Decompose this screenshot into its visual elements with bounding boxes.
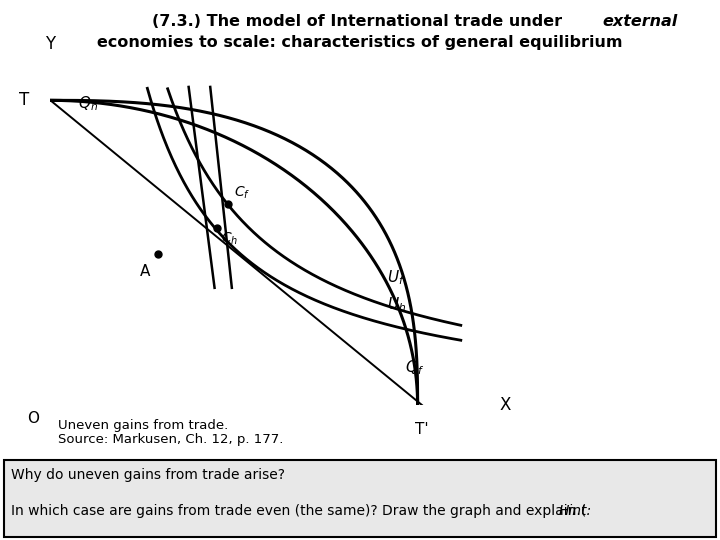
Text: $U_h$: $U_h$	[387, 295, 407, 314]
Text: $C_f$: $C_f$	[234, 184, 251, 201]
Text: external: external	[603, 14, 678, 29]
Text: (7.3.) The model of International trade under: (7.3.) The model of International trade …	[152, 14, 568, 29]
Text: $C_h$: $C_h$	[221, 231, 238, 247]
Text: O: O	[27, 411, 39, 426]
Text: In which case are gains from trade even (the same)? Draw the graph and explain.(: In which case are gains from trade even …	[11, 504, 586, 518]
Text: $U_f$: $U_f$	[387, 268, 405, 287]
Text: Why do uneven gains from trade arise?: Why do uneven gains from trade arise?	[11, 468, 285, 482]
Text: A: A	[140, 265, 150, 279]
Text: T: T	[19, 91, 29, 109]
Text: Y: Y	[45, 36, 55, 53]
Text: Uneven gains from trade.
Source: Markusen, Ch. 12, p. 177.: Uneven gains from trade. Source: Markuse…	[58, 418, 283, 447]
Text: Hint:: Hint:	[559, 504, 592, 518]
Text: $Q_f$: $Q_f$	[405, 358, 424, 376]
Text: X: X	[500, 396, 511, 414]
Text: $Q_h$: $Q_h$	[78, 94, 99, 113]
Text: economies to scale: characteristics of general equilibrium: economies to scale: characteristics of g…	[97, 35, 623, 50]
Text: T': T'	[415, 422, 428, 437]
